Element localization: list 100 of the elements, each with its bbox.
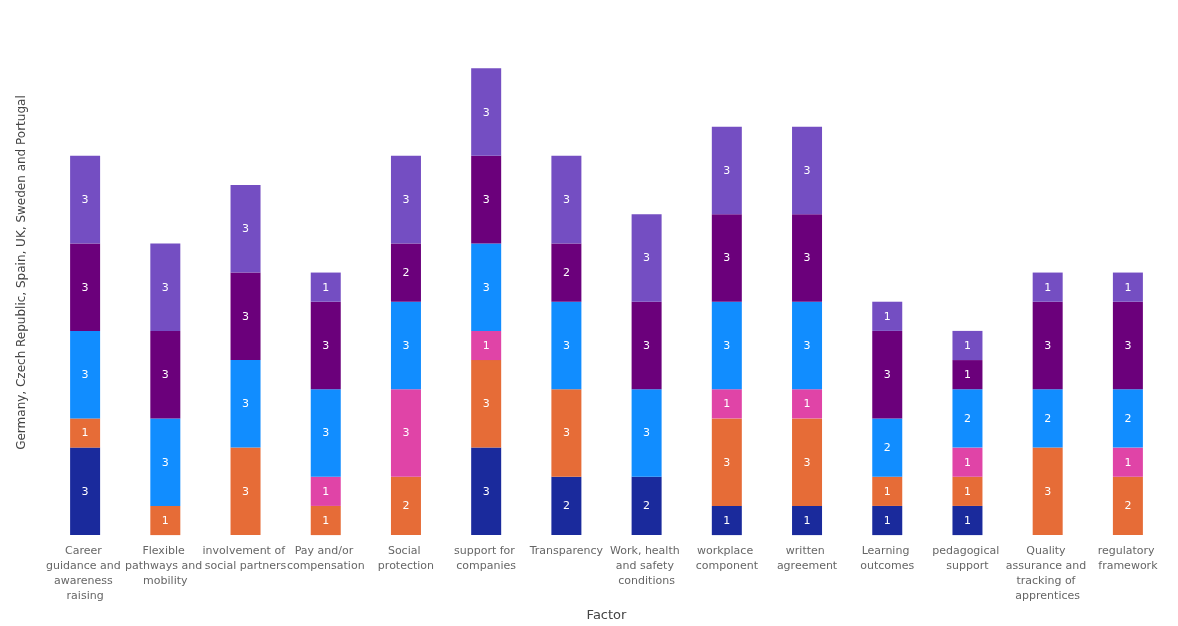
bar	[310, 389, 341, 477]
data-label: 1	[963, 338, 971, 352]
bar	[1112, 272, 1143, 302]
data-label: 3	[723, 251, 731, 265]
bar	[471, 243, 502, 331]
bar	[1112, 447, 1143, 477]
bar	[230, 272, 261, 361]
x-tick-label: pedagogical support	[932, 544, 1003, 573]
bar	[872, 476, 903, 506]
y-axis-title: Germany, Czech Republic, Spain, UK, Sweden and Portugal	[14, 95, 28, 450]
x-tick-label: written agreement	[776, 544, 838, 573]
bar	[150, 418, 181, 506]
data-label: 3	[161, 455, 169, 469]
data-label: 3	[161, 280, 169, 294]
data-label: 3	[723, 338, 731, 352]
bar	[551, 155, 582, 244]
bar	[952, 476, 983, 506]
data-label: 3	[402, 426, 410, 440]
data-label: 1	[883, 514, 891, 528]
bar	[631, 476, 662, 536]
data-label: 3	[643, 426, 651, 440]
bar	[872, 505, 903, 536]
data-label: 3	[1124, 338, 1132, 352]
data-label: 3	[81, 280, 89, 294]
x-tick-label: support for companies	[454, 544, 519, 573]
bar	[792, 505, 823, 536]
x-tick-label: regulatory framework	[1097, 544, 1159, 573]
bar	[792, 301, 823, 390]
data-label: 2	[963, 411, 971, 425]
bar	[310, 272, 341, 302]
data-label: 1	[1044, 280, 1052, 294]
data-label: 3	[322, 338, 330, 352]
bar	[792, 214, 823, 302]
bar	[631, 214, 662, 302]
bar	[952, 505, 983, 536]
data-label: 2	[562, 499, 570, 513]
data-label: 1	[1124, 455, 1132, 469]
bar	[471, 155, 502, 244]
data-label: 3	[562, 193, 570, 207]
bar	[390, 243, 421, 302]
data-label: 2	[643, 499, 651, 513]
data-label: 3	[482, 193, 490, 207]
data-label: 3	[322, 426, 330, 440]
bar	[792, 389, 823, 419]
bar	[230, 185, 261, 273]
bar	[230, 360, 261, 448]
bar	[952, 360, 983, 390]
bar	[551, 389, 582, 477]
data-label: 1	[963, 455, 971, 469]
bar	[150, 505, 181, 536]
bar	[952, 447, 983, 477]
data-label: 3	[242, 397, 250, 411]
bar	[551, 243, 582, 302]
bar	[1112, 476, 1143, 536]
data-label: 3	[81, 484, 89, 498]
data-label: 3	[81, 193, 89, 207]
data-label: 1	[322, 280, 330, 294]
x-axis-title: Factor	[586, 607, 628, 622]
bar	[711, 505, 742, 536]
x-tick-label: Social protection	[377, 544, 435, 573]
bar	[872, 330, 903, 419]
data-label: 2	[1124, 411, 1132, 425]
bar	[711, 389, 742, 419]
data-label: 3	[803, 338, 811, 352]
x-tick-label: Pay and/or compensation	[286, 544, 365, 573]
data-label: 3	[242, 484, 250, 498]
data-label: 3	[1044, 338, 1052, 352]
data-label: 1	[482, 338, 490, 352]
data-label: 3	[1044, 484, 1052, 498]
bar	[150, 243, 181, 331]
bar	[551, 476, 582, 536]
bar	[711, 418, 742, 506]
bar	[70, 243, 101, 331]
data-label: 3	[482, 280, 490, 294]
bar	[1112, 301, 1143, 390]
data-label: 3	[643, 338, 651, 352]
data-label: 1	[723, 514, 731, 528]
data-label: 1	[883, 309, 891, 323]
bar	[1032, 447, 1063, 536]
x-tick-label: Transparency	[528, 544, 604, 558]
bar	[310, 476, 341, 506]
data-label: 3	[562, 426, 570, 440]
bar	[711, 126, 742, 215]
bar	[390, 155, 421, 244]
data-label: 3	[242, 309, 250, 323]
data-label: 3	[803, 251, 811, 265]
data-label: 1	[1124, 280, 1132, 294]
bar	[551, 301, 582, 390]
x-tick-label: Learning outcomes	[860, 544, 915, 573]
bar	[390, 301, 421, 390]
bar	[230, 447, 261, 536]
data-label: 3	[723, 455, 731, 469]
data-label: 3	[402, 193, 410, 207]
data-label: 1	[883, 484, 891, 498]
bar	[390, 476, 421, 536]
data-label: 2	[402, 499, 410, 513]
data-label: 3	[803, 455, 811, 469]
bar	[471, 330, 502, 361]
bar	[792, 418, 823, 506]
data-label: 1	[803, 514, 811, 528]
